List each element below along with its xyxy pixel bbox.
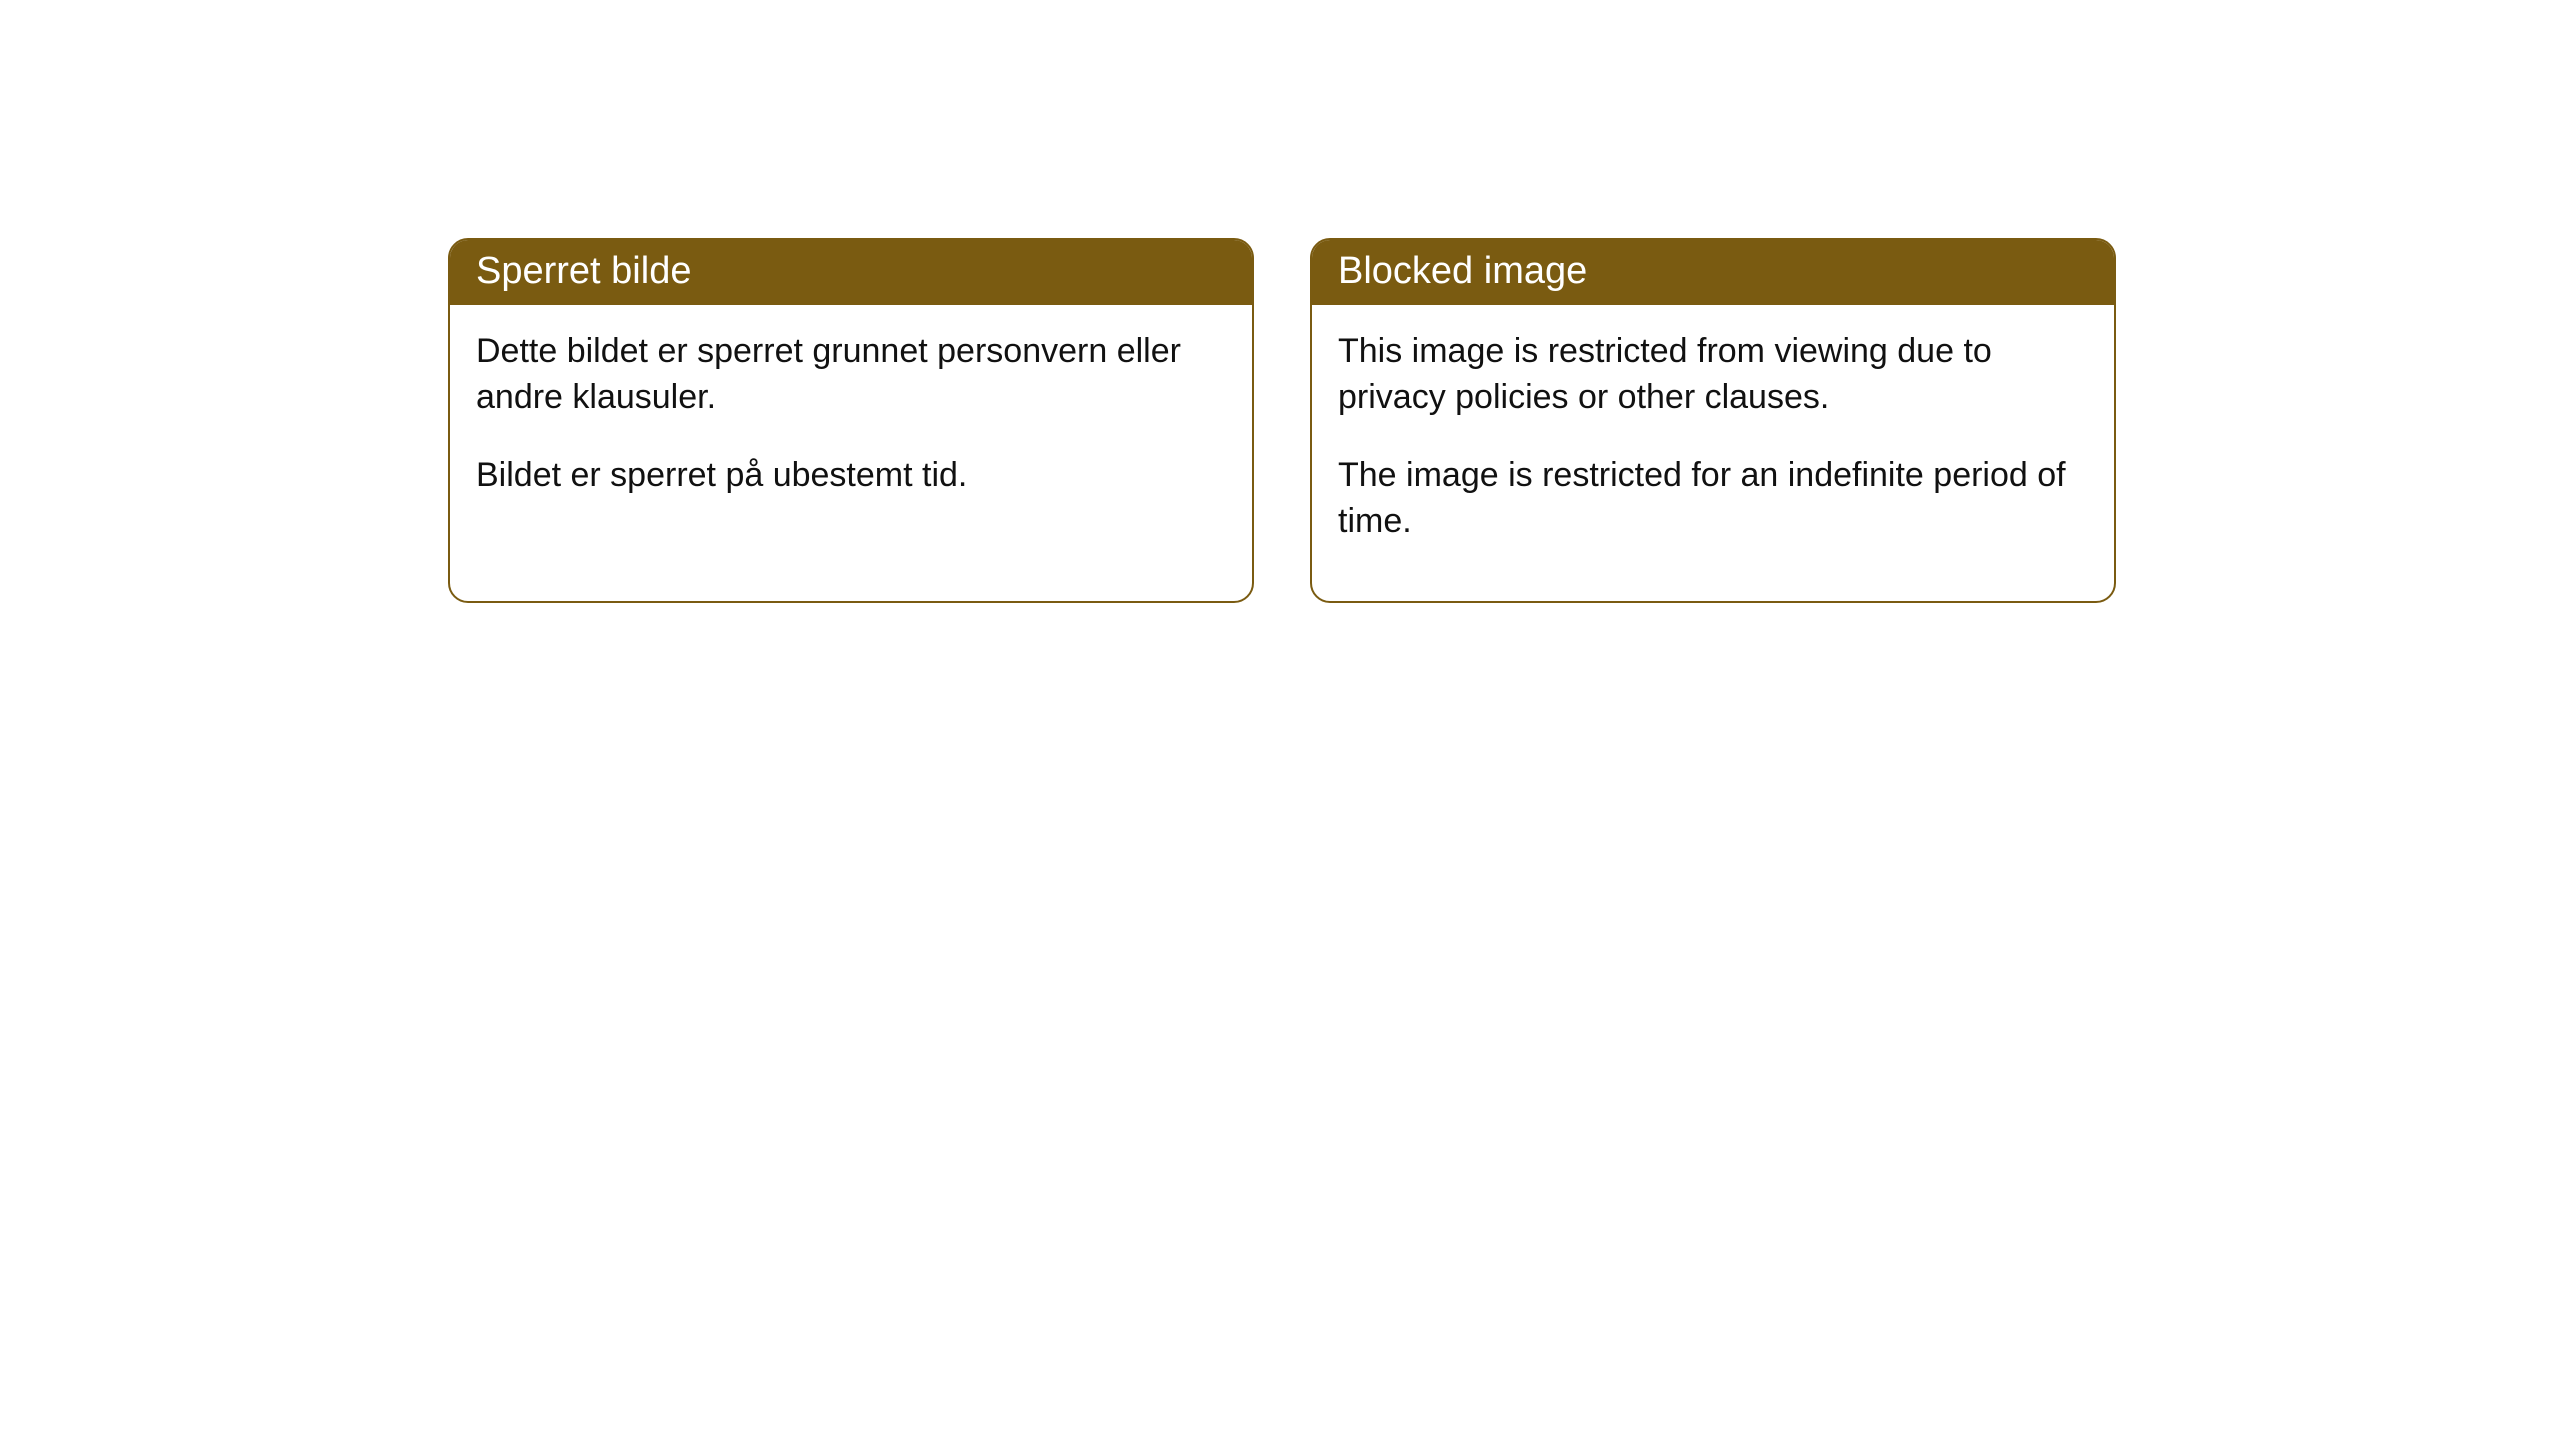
notice-card-header: Sperret bilde bbox=[450, 240, 1252, 305]
notice-paragraph: This image is restricted from viewing du… bbox=[1338, 329, 2088, 421]
notice-paragraph: Dette bildet er sperret grunnet personve… bbox=[476, 329, 1226, 421]
notice-card-header: Blocked image bbox=[1312, 240, 2114, 305]
notice-card-norwegian: Sperret bilde Dette bildet er sperret gr… bbox=[448, 238, 1254, 603]
notice-container: Sperret bilde Dette bildet er sperret gr… bbox=[0, 0, 2560, 603]
notice-card-title: Sperret bilde bbox=[476, 250, 691, 292]
notice-card-title: Blocked image bbox=[1338, 250, 1587, 292]
notice-paragraph: The image is restricted for an indefinit… bbox=[1338, 453, 2088, 545]
notice-card-english: Blocked image This image is restricted f… bbox=[1310, 238, 2116, 603]
notice-card-body: This image is restricted from viewing du… bbox=[1312, 305, 2114, 601]
notice-card-body: Dette bildet er sperret grunnet personve… bbox=[450, 305, 1252, 555]
notice-paragraph: Bildet er sperret på ubestemt tid. bbox=[476, 453, 1226, 499]
